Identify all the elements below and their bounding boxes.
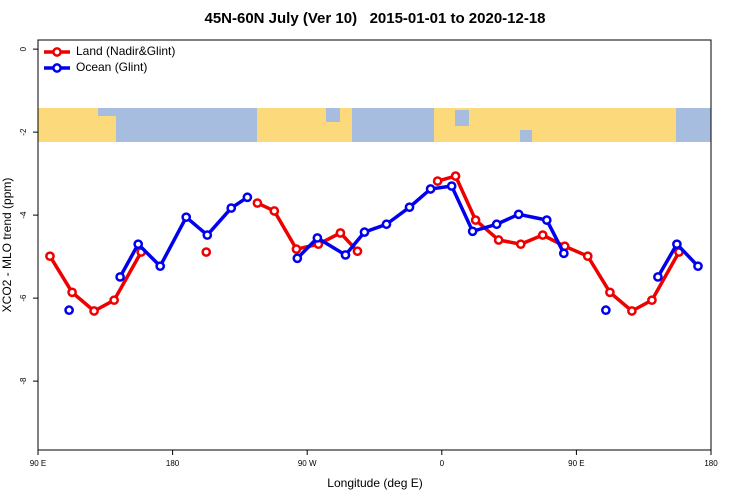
data-point [109, 295, 119, 306]
data-point [537, 230, 548, 240]
data-point [513, 209, 524, 220]
data-point [115, 272, 125, 282]
x-axis-label: Longitude (deg E) [327, 476, 422, 490]
data-point [133, 239, 144, 250]
y-tick-label: -6 [19, 294, 28, 302]
map-strip [38, 108, 711, 142]
land-band [434, 108, 711, 142]
data-point [515, 239, 526, 250]
data-point [605, 287, 615, 298]
sea [676, 108, 711, 142]
legend-marker [52, 63, 62, 73]
x-tick-label: 90 W [298, 459, 317, 468]
series-line [48, 174, 681, 314]
data-point [404, 202, 415, 213]
data-point [359, 227, 370, 237]
y-tick-label: -4 [19, 211, 28, 219]
data-point [491, 219, 502, 230]
data-point [155, 261, 166, 272]
data-point [340, 250, 351, 260]
data-point [45, 251, 55, 262]
data-point [269, 206, 280, 216]
data-point [67, 287, 77, 298]
data-point [627, 306, 637, 316]
x-tick-label: 90 E [30, 459, 46, 468]
data-point [582, 251, 593, 262]
data-point [653, 272, 663, 282]
data-point [432, 176, 443, 186]
data-point [425, 184, 436, 194]
data-point [493, 235, 504, 245]
data-point [450, 171, 461, 181]
bay [326, 108, 340, 122]
data-point [89, 306, 99, 316]
plot-frame [37, 39, 712, 451]
y-tick-label: -2 [19, 128, 28, 136]
y-axis-label: XCO2 - MLO trend (ppm) [0, 178, 14, 313]
data-point [181, 212, 192, 223]
data-point [647, 295, 657, 306]
data-point [541, 215, 552, 225]
data-point [470, 215, 481, 225]
data-point [672, 239, 682, 250]
data-point [64, 305, 74, 316]
x-tick-label: 90 E [568, 459, 584, 468]
legend-label: Ocean (Glint) [76, 60, 147, 74]
data-point [352, 246, 363, 257]
x-tick-label: 180 [166, 459, 180, 468]
data-point [381, 219, 392, 230]
data-point [446, 181, 457, 191]
data-point [558, 248, 569, 259]
data-point [201, 247, 212, 257]
legend-marker [52, 47, 62, 57]
x-tick-label: 180 [704, 459, 718, 468]
data-point [312, 233, 323, 243]
legend-label: Land (Nadir&Glint) [76, 44, 175, 58]
data-point [335, 228, 346, 238]
data-point [252, 198, 263, 208]
sea [455, 110, 469, 126]
data-point [291, 244, 302, 254]
y-tick-label: 0 [19, 46, 28, 51]
data-point [242, 192, 253, 203]
chart-title: 45N-60N July (Ver 10) 2015-01-01 to 2020… [204, 10, 545, 27]
data-point [202, 230, 213, 240]
data-point [693, 261, 703, 272]
sea [520, 130, 532, 142]
data-point [601, 305, 611, 316]
data-point [226, 203, 237, 213]
land-band [98, 116, 116, 142]
data-point [467, 226, 478, 237]
x-tick-label: 0 [440, 459, 445, 468]
data-point [292, 253, 303, 264]
land-band [38, 108, 98, 142]
y-tick-label: -8 [19, 377, 28, 385]
